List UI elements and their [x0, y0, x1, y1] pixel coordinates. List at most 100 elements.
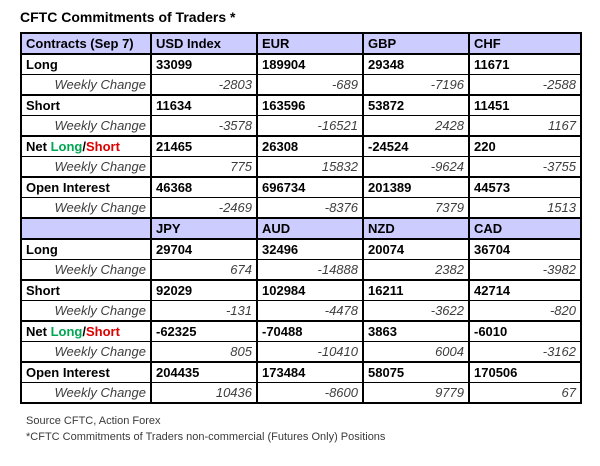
- source-line: Source CFTC, Action Forex: [26, 415, 161, 427]
- wc-value-cell: 6004: [362, 341, 470, 363]
- header-cell: JPY: [150, 217, 258, 240]
- wc-value-cell: -14888: [256, 259, 364, 281]
- wc-value-cell: -8600: [256, 382, 364, 404]
- value-cell: 102984: [256, 279, 364, 301]
- wc-label-cell: Weekly Change: [20, 259, 152, 281]
- footnotes: Source CFTC, Action Forex *CFTC Commitme…: [20, 413, 580, 445]
- net-label-cell: Net Long/Short: [20, 320, 152, 342]
- row-open-interest: Open Interest 46368 696734 201389 44573: [20, 176, 582, 198]
- wc-value-cell: -3622: [362, 300, 470, 322]
- wc-value-cell: -2469: [150, 197, 258, 219]
- wc-value-cell: -16521: [256, 115, 364, 137]
- header-cell: EUR: [256, 32, 364, 55]
- value-cell: 20074: [362, 238, 470, 260]
- wc-value-cell: -4478: [256, 300, 364, 322]
- wc-value-cell: 1513: [468, 197, 582, 219]
- value-cell: 201389: [362, 176, 470, 198]
- value-cell: -70488: [256, 320, 364, 342]
- value-cell: -6010: [468, 320, 582, 342]
- wc-value-cell: 1167: [468, 115, 582, 137]
- header-cell: GBP: [362, 32, 470, 55]
- wc-value-cell: 805: [150, 341, 258, 363]
- value-cell: 220: [468, 135, 582, 157]
- wc-value-cell: -8376: [256, 197, 364, 219]
- header-cell: CHF: [468, 32, 582, 55]
- row-long: Long 29704 32496 20074 36704: [20, 238, 582, 260]
- wc-value-cell: -3578: [150, 115, 258, 137]
- wc-value-cell: -689: [256, 74, 364, 96]
- row-short-weekly-change: Weekly Change -3578 -16521 2428 1167: [20, 115, 582, 137]
- net-long-segment: Long: [50, 324, 83, 339]
- wc-label-cell: Weekly Change: [20, 300, 152, 322]
- wc-value-cell: 10436: [150, 382, 258, 404]
- wc-value-cell: 2428: [362, 115, 470, 137]
- header-row-majors: Contracts (Sep 7) USD Index EUR GBP CHF: [20, 32, 582, 55]
- value-cell: 163596: [256, 94, 364, 116]
- value-cell: 44573: [468, 176, 582, 198]
- value-cell: -62325: [150, 320, 258, 342]
- row-short: Short 11634 163596 53872 11451: [20, 94, 582, 116]
- definition-line: *CFTC Commitments of Traders non-commerc…: [26, 431, 386, 443]
- value-cell: 189904: [256, 53, 364, 75]
- net-label-cell: Net Long/Short: [20, 135, 152, 157]
- wc-label-cell: Weekly Change: [20, 115, 152, 137]
- label-cell: Long: [20, 53, 152, 75]
- row-long-weekly-change: Weekly Change 674 -14888 2382 -3982: [20, 259, 582, 281]
- value-cell: 32496: [256, 238, 364, 260]
- net-prefix: Net: [26, 139, 51, 154]
- row-net-long-short: Net Long/Short -62325 -70488 3863 -6010: [20, 320, 582, 342]
- wc-label-cell: Weekly Change: [20, 197, 152, 219]
- label-cell: Long: [20, 238, 152, 260]
- row-open-interest: Open Interest 204435 173484 58075 170506: [20, 361, 582, 383]
- row-net-weekly-change: Weekly Change 805 -10410 6004 -3162: [20, 341, 582, 363]
- value-cell: 36704: [468, 238, 582, 260]
- value-cell: 3863: [362, 320, 470, 342]
- net-short-segment: Short: [85, 324, 120, 339]
- label-cell: Open Interest: [20, 361, 152, 383]
- wc-value-cell: 15832: [256, 156, 364, 178]
- net-slash-segment: /: [82, 324, 86, 339]
- header-cell: NZD: [362, 217, 470, 240]
- value-cell: 92029: [150, 279, 258, 301]
- row-oi-weekly-change: Weekly Change 10436 -8600 9779 67: [20, 382, 582, 404]
- value-cell: 26308: [256, 135, 364, 157]
- net-long-segment: Long: [50, 139, 83, 154]
- wc-value-cell: 674: [150, 259, 258, 281]
- header-row-crosses: JPY AUD NZD CAD: [20, 217, 582, 240]
- wc-value-cell: 7379: [362, 197, 470, 219]
- value-cell: 29348: [362, 53, 470, 75]
- wc-label-cell: Weekly Change: [20, 156, 152, 178]
- header-cell: Contracts (Sep 7): [20, 32, 152, 55]
- wc-value-cell: -10410: [256, 341, 364, 363]
- wc-value-cell: -2803: [150, 74, 258, 96]
- header-cell: CAD: [468, 217, 582, 240]
- wc-value-cell: -3982: [468, 259, 582, 281]
- header-cell: AUD: [256, 217, 364, 240]
- wc-value-cell: -7196: [362, 74, 470, 96]
- value-cell: 46368: [150, 176, 258, 198]
- wc-value-cell: -820: [468, 300, 582, 322]
- value-cell: 53872: [362, 94, 470, 116]
- wc-value-cell: -2588: [468, 74, 582, 96]
- net-short-segment: Short: [85, 139, 120, 154]
- value-cell: 42714: [468, 279, 582, 301]
- page-title: CFTC Commitments of Traders *: [20, 9, 236, 25]
- wc-value-cell: -9624: [362, 156, 470, 178]
- value-cell: 33099: [150, 53, 258, 75]
- label-cell: Short: [20, 279, 152, 301]
- row-short-weekly-change: Weekly Change -131 -4478 -3622 -820: [20, 300, 582, 322]
- value-cell: -24524: [362, 135, 470, 157]
- value-cell: 16211: [362, 279, 470, 301]
- value-cell: 11671: [468, 53, 582, 75]
- net-prefix: Net: [26, 324, 51, 339]
- value-cell: 29704: [150, 238, 258, 260]
- wc-value-cell: -131: [150, 300, 258, 322]
- wc-value-cell: 775: [150, 156, 258, 178]
- net-slash-segment: /: [82, 139, 86, 154]
- value-cell: 21465: [150, 135, 258, 157]
- wc-value-cell: 2382: [362, 259, 470, 281]
- value-cell: 173484: [256, 361, 364, 383]
- wc-value-cell: -3162: [468, 341, 582, 363]
- wc-value-cell: 67: [468, 382, 582, 404]
- wc-value-cell: 9779: [362, 382, 470, 404]
